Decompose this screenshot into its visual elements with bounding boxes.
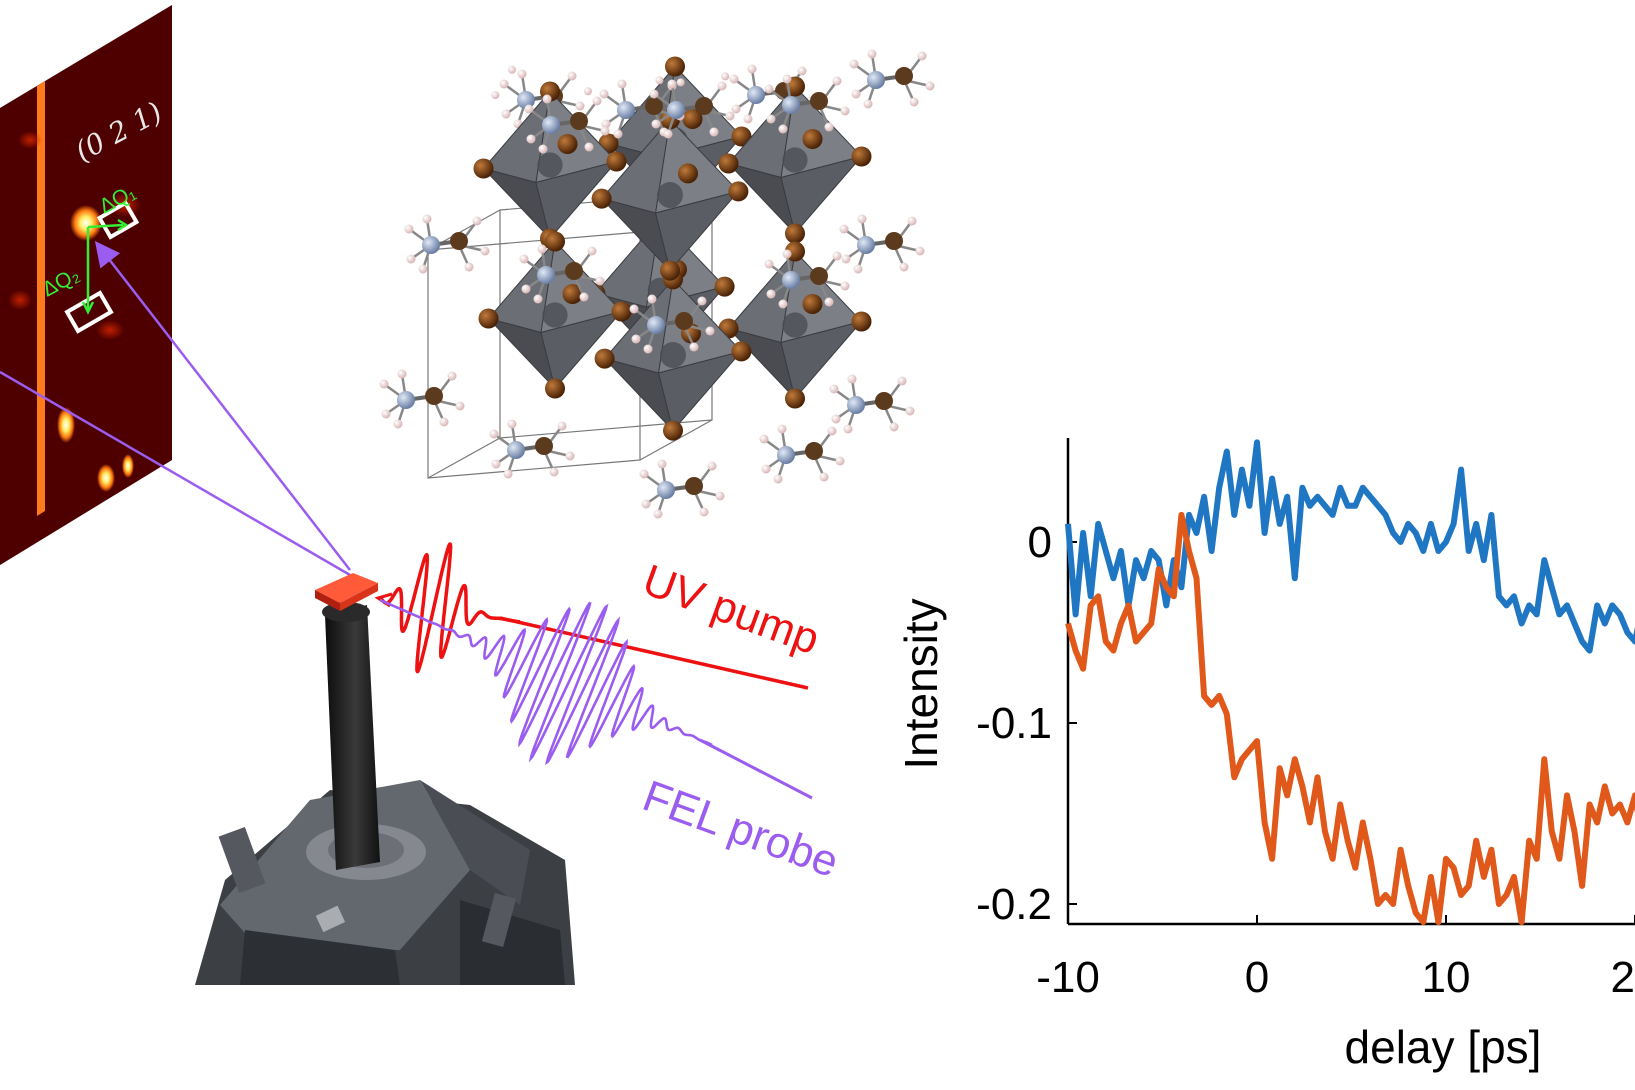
methylammonium-molecule	[764, 249, 850, 309]
probe-pulse	[379, 598, 813, 800]
pump-beam-line	[499, 616, 809, 690]
scattered-beam-1	[94, 241, 351, 571]
x-axis-label: delay [ps]	[1345, 1021, 1542, 1073]
delay-intensity-chart: delay [ps] Intensity -10 0 10 20 0 -0.1 -0.2	[895, 438, 1635, 1073]
methylammonium-molecule	[599, 79, 685, 139]
methylammonium-molecule	[839, 214, 925, 274]
pump-label: UV pump	[637, 555, 826, 664]
methylammonium-molecule	[489, 419, 575, 479]
methylammonium-molecule	[649, 79, 735, 139]
methylammonium-molecule	[764, 74, 850, 134]
y-tick-label: -0.1	[976, 699, 1052, 748]
methylammonium-molecule	[629, 294, 715, 354]
bragg-spot-021	[70, 205, 102, 241]
methylammonium-molecule	[849, 49, 935, 109]
y-tick-label: 0	[1028, 518, 1052, 567]
beam-paths	[0, 241, 351, 577]
y-axis-label: Intensity	[895, 598, 947, 769]
pbi6-octahedron	[478, 231, 632, 399]
roi-box-1	[96, 200, 140, 240]
x-tick-label: 10	[1422, 953, 1471, 1002]
x-tick-label: -10	[1036, 953, 1100, 1002]
scattered-beam-2	[0, 370, 351, 577]
methylammonium-molecule	[759, 424, 845, 484]
probe-beam-line	[699, 738, 813, 800]
methylammonium-molecule	[404, 214, 490, 274]
pbi6-octahedron	[718, 76, 872, 244]
series-line-blue	[1065, 439, 1635, 654]
probe-label: FEL probe	[637, 771, 845, 887]
pbi6-octahedron	[718, 241, 872, 409]
detector-image: (0 2 1) ΔQ₁ ΔQ₂	[0, 5, 172, 565]
delta-q1-arrow	[87, 223, 124, 229]
detector-stripe	[37, 81, 45, 516]
bragg-spot-bottom-2	[122, 454, 134, 478]
x-tick-label: 0	[1245, 953, 1269, 1002]
x-tick-label: 20	[1611, 953, 1635, 1002]
goniometer-icon	[195, 780, 575, 985]
pbi6-octahedron	[591, 109, 749, 281]
methylammonium-molecule	[639, 459, 725, 519]
series-line-orange	[1065, 511, 1635, 926]
bragg-spot-bottom-1	[97, 464, 115, 492]
methylammonium-molecule	[829, 374, 915, 434]
perovskite-lattice-icon	[379, 49, 935, 519]
sample-crystal-icon	[315, 573, 378, 611]
bragg-spot-lower	[57, 407, 75, 443]
methylammonium-molecule	[524, 94, 610, 154]
methylammonium-molecule	[379, 369, 465, 429]
y-tick-label: -0.2	[976, 880, 1052, 929]
methylammonium-molecule	[519, 244, 605, 304]
pbi6-octahedron	[473, 81, 627, 249]
